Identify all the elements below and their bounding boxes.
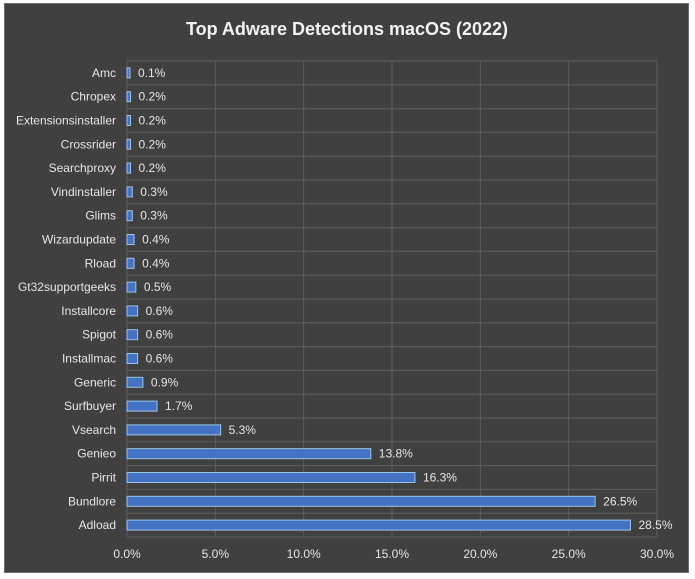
bar	[126, 424, 222, 436]
bar	[126, 472, 416, 483]
bar	[126, 376, 144, 388]
category-label: Amc	[92, 66, 116, 80]
x-tick-label: 10.0%	[287, 547, 321, 561]
data-label: 0.6%	[146, 328, 174, 342]
category-label: Spigot	[82, 328, 117, 342]
bar	[126, 162, 132, 174]
data-label: 0.3%	[140, 185, 168, 199]
bar	[126, 91, 132, 103]
category-label: Installmac	[62, 352, 116, 366]
category-label: Genieo	[77, 447, 116, 461]
bar	[126, 448, 372, 460]
data-label: 0.2%	[139, 90, 167, 104]
data-label: 28.5%	[639, 518, 673, 532]
bar	[126, 186, 133, 198]
x-tick-label: 5.0%	[202, 547, 230, 561]
category-label: Chropex	[71, 90, 116, 104]
data-labels: 0.1% 0.2% 0.2% 0.2% 0.2% 0.3% 0.3% 0.4% 0.4% 0.5%…	[138, 66, 673, 532]
data-label: 0.9%	[151, 375, 179, 389]
category-label: Gt32supportgeeks	[18, 280, 116, 294]
data-label: 1.7%	[165, 399, 193, 413]
category-label: Vsearch	[72, 423, 116, 437]
bar	[126, 305, 139, 317]
data-label: 0.4%	[142, 233, 170, 247]
grid	[126, 60, 658, 538]
data-label: 0.3%	[140, 209, 168, 223]
chart-frame: Top Adware Detections macOS (2022) Amc Ch…	[4, 3, 689, 573]
data-label: 0.5%	[144, 280, 172, 294]
category-label: Surfbuyer	[64, 399, 116, 413]
data-label: 0.2%	[139, 161, 167, 175]
category-label: Extensionsinstaller	[16, 114, 116, 128]
data-label: 0.6%	[146, 304, 174, 318]
category-label: Searchproxy	[49, 161, 116, 175]
category-label: Rload	[85, 256, 116, 270]
category-label: Installcore	[61, 304, 116, 318]
bar	[126, 353, 139, 364]
bar-chart: Top Adware Detections macOS (2022) Amc Ch…	[16, 19, 674, 561]
x-tick-label: 0.0%	[113, 547, 141, 561]
category-label: Pirrit	[91, 471, 116, 485]
chart-title: Top Adware Detections macOS (2022)	[186, 19, 508, 39]
x-tick-label: 30.0%	[640, 547, 674, 561]
data-label: 5.3%	[229, 423, 257, 437]
category-label: Crossrider	[61, 137, 116, 151]
data-label: 0.6%	[146, 352, 174, 366]
category-label: Adload	[79, 518, 116, 532]
x-tick-label: 20.0%	[463, 547, 497, 561]
bar	[126, 329, 139, 341]
data-label: 0.4%	[142, 256, 170, 270]
category-label: Wizardupdate	[42, 233, 116, 247]
bar	[126, 495, 596, 507]
bar	[126, 67, 131, 79]
data-label: 0.2%	[139, 137, 167, 151]
bar	[126, 257, 135, 269]
data-label: 16.3%	[423, 471, 457, 485]
data-label: 13.8%	[379, 447, 413, 461]
bar	[126, 281, 137, 293]
x-tick-label: 25.0%	[552, 547, 586, 561]
bar	[126, 210, 133, 222]
bar	[126, 400, 158, 412]
data-label: 26.5%	[603, 494, 637, 508]
bar	[126, 115, 132, 126]
bar	[126, 519, 631, 531]
category-label: Generic	[74, 375, 116, 389]
category-label: Bundlore	[68, 494, 116, 508]
category-label: Glims	[85, 209, 116, 223]
category-labels: Amc Chropex Extensionsinstaller Crossrider S…	[16, 66, 117, 532]
bar	[126, 138, 132, 150]
x-tick-labels: 0.0% 5.0% 10.0% 15.0% 20.0% 25.0% 30.0%	[113, 547, 674, 561]
bars	[126, 67, 631, 531]
bar	[126, 234, 135, 245]
x-tick-label: 15.0%	[375, 547, 409, 561]
data-label: 0.1%	[138, 66, 166, 80]
data-label: 0.2%	[139, 114, 167, 128]
category-label: Vindinstaller	[51, 185, 116, 199]
